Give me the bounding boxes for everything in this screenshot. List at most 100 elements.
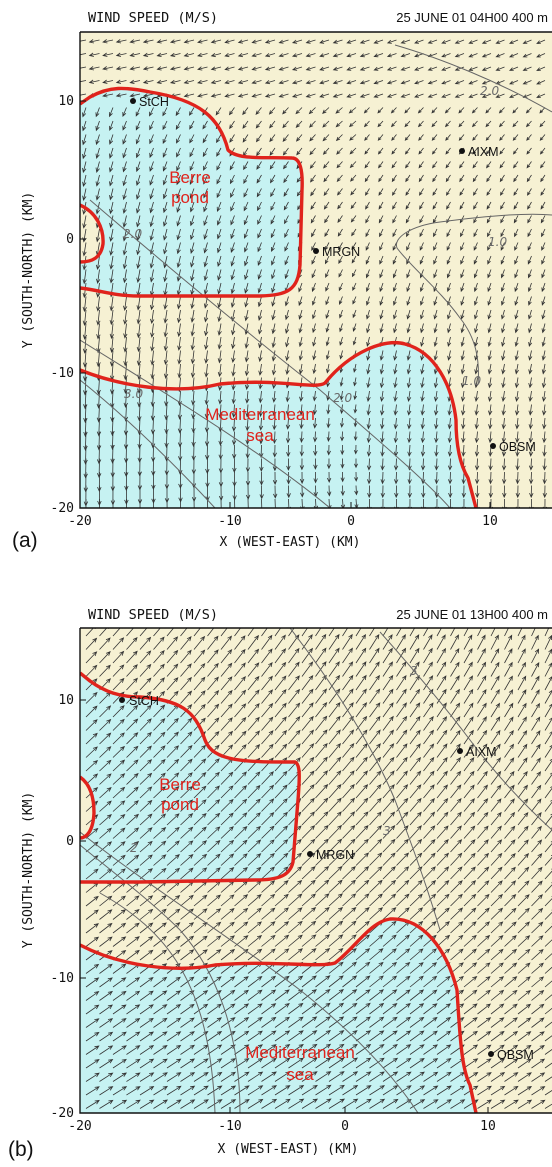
wind-vector (382, 1057, 399, 1069)
wind-vector (299, 458, 305, 471)
wind-vector (85, 759, 99, 772)
wind-vector (301, 715, 314, 731)
wind-vector (369, 688, 381, 704)
wind-vector (163, 323, 168, 338)
wind-vector (162, 107, 168, 117)
wind-vector (271, 309, 276, 321)
wind-vector (474, 444, 480, 457)
wind-vector (193, 935, 208, 947)
wind-vector (446, 228, 451, 238)
wind-vector (354, 498, 359, 508)
panel-a-xtick: 0 (347, 514, 355, 529)
wind-vector (382, 961, 398, 974)
wind-vector (288, 879, 303, 893)
wind-vector (423, 1099, 439, 1109)
wind-vector (305, 93, 316, 98)
wind-vector (504, 1058, 519, 1069)
wind-vector (193, 1085, 209, 1096)
wind-vector (328, 1043, 345, 1055)
mediterranean-sea-label-line2: sea (286, 1065, 314, 1084)
wind-vector (244, 350, 250, 363)
wind-vector (191, 417, 196, 434)
wind-vector (180, 1003, 195, 1015)
wind-vector (504, 907, 517, 920)
wind-vector (396, 975, 411, 988)
wind-vector (126, 922, 140, 934)
wind-vector (418, 134, 424, 141)
wind-vector (224, 39, 235, 44)
wind-vector (423, 729, 434, 745)
wind-vector (203, 174, 208, 185)
wind-vector (193, 1099, 209, 1109)
wind-vector (409, 962, 424, 974)
wind-vector (139, 868, 153, 880)
wind-vector (379, 282, 384, 293)
wind-vector (162, 147, 168, 158)
wind-vector (298, 309, 303, 320)
wind-vector (373, 93, 384, 98)
wind-vector (514, 350, 519, 361)
wind-vector (396, 879, 410, 893)
wind-vector (169, 79, 181, 84)
wind-vector (369, 1002, 385, 1015)
wind-vector (448, 498, 453, 508)
wind-vector (85, 936, 100, 947)
wind-vector (531, 784, 542, 799)
wind-vector (504, 634, 513, 650)
wind-vector (129, 52, 141, 57)
wind-vector (517, 784, 528, 799)
wind-vector (295, 120, 303, 129)
wind-vector (109, 242, 114, 256)
wind-vector (423, 866, 436, 880)
wind-vector (396, 674, 407, 691)
wind-vector (328, 934, 344, 947)
wind-vector (531, 689, 540, 704)
wind-vector (163, 336, 169, 352)
wind-vector (296, 147, 303, 156)
wind-vector (328, 906, 344, 920)
wind-vector (80, 93, 87, 98)
wind-vector (301, 825, 316, 839)
wind-vector (220, 1030, 236, 1042)
wind-vector (461, 417, 466, 430)
wind-vector (544, 1076, 552, 1082)
wind-vector (255, 120, 262, 129)
wind-vector (342, 1098, 359, 1109)
wind-vector (247, 730, 261, 745)
wind-vector (328, 879, 343, 893)
wind-vector (153, 718, 166, 731)
wind-vector (180, 799, 194, 812)
panel-a-axis-ticks (80, 100, 491, 508)
wind-vector (447, 363, 452, 375)
wind-vector (450, 839, 463, 853)
wind-vector (230, 282, 235, 295)
wind-vector (540, 215, 546, 224)
wind-vector (513, 174, 519, 183)
wind-vector (407, 417, 412, 430)
panel-a-ytick: -20 (51, 501, 74, 516)
wind-vector (99, 773, 112, 785)
wind-vector (288, 661, 300, 677)
wind-vector (328, 961, 344, 974)
wind-vector (234, 498, 236, 508)
wind-vector (122, 242, 128, 256)
wind-vector (501, 323, 506, 334)
wind-vector (393, 431, 399, 444)
wind-vector (418, 174, 424, 183)
wind-vector (203, 201, 208, 213)
wind-vector (414, 39, 424, 44)
wind-vector (460, 255, 465, 265)
wind-vector (137, 404, 142, 422)
wind-vector (515, 404, 520, 416)
wind-vector (324, 228, 330, 238)
wind-vector (166, 976, 181, 988)
wind-vector (319, 80, 330, 85)
wind-vector (190, 323, 195, 337)
wind-vector (463, 975, 478, 988)
wind-vector (337, 242, 343, 251)
wind-vector (234, 676, 246, 691)
wind-vector (351, 228, 357, 237)
wind-vector (285, 404, 291, 417)
wind-vector (349, 134, 357, 141)
wind-vector (139, 936, 154, 947)
